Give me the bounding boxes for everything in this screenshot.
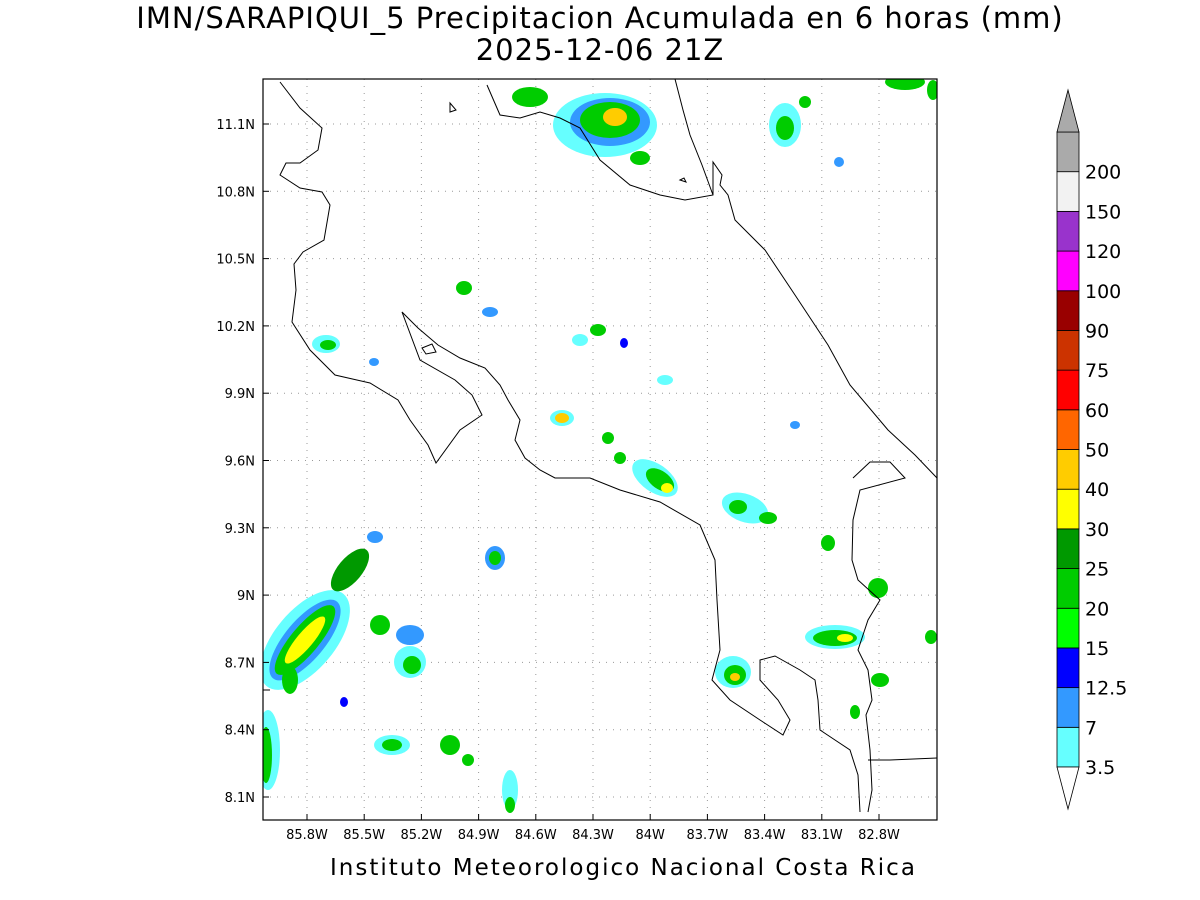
colorbar-label: 50 [1085, 440, 1109, 462]
colorbar-swatch [1056, 330, 1080, 371]
x-tick-label: 83.4W [744, 828, 786, 843]
x-tick-label: 82.8W [858, 828, 900, 843]
precipitation-field [263, 79, 937, 813]
title-line-2: 2025-12-06 21Z [475, 33, 725, 67]
x-tick-label: 84.9W [458, 828, 500, 843]
chart-title: IMN/SARAPIQUI_5 Precipitacion Acumulada … [0, 2, 1200, 66]
coastline-borders [263, 79, 937, 813]
x-axis: 85.8W 85.5W 85.2W 84.9W 84.6W 84.3W 84W 83.7W 83… [286, 814, 900, 843]
colorbar-swatch [1056, 687, 1080, 728]
rain-cluster [340, 531, 518, 813]
colorbar-swatch [1056, 409, 1080, 450]
colorbar-swatch [1056, 647, 1080, 689]
map-gridlines [263, 79, 937, 820]
colorbar-swatch [1056, 528, 1080, 569]
x-tick-label: 84.3W [572, 828, 614, 843]
y-tick-label: 8.1N [225, 791, 255, 806]
colorbar-swatch [1056, 369, 1080, 411]
colorbar-label: 15 [1085, 638, 1109, 660]
colorbar-swatch [1056, 568, 1080, 609]
colorbar-label: 20 [1085, 598, 1109, 620]
y-tick-label: 8.7N [225, 656, 255, 671]
y-tick-label: 9.6N [225, 455, 255, 470]
colorbar-label: 12.5 [1085, 678, 1127, 700]
y-tick-label: 9.9N [225, 387, 255, 402]
y-tick-label: 11.1N [216, 118, 255, 133]
colorbar-label: 200 [1085, 162, 1121, 184]
y-tick-label: 10.5N [216, 253, 255, 268]
y-tick-label: 8.4N [225, 724, 255, 739]
y-tick-label: 9N [237, 589, 255, 604]
y-tick-label: 10.8N [216, 185, 255, 200]
y-tick-label: 9.3N [225, 522, 255, 537]
map-frame [262, 78, 938, 821]
colorbar-label: 100 [1085, 281, 1121, 303]
footer-credit: Instituto Meteorologico Nacional Costa R… [330, 855, 917, 881]
rain-cluster [263, 548, 370, 690]
colorbar-swatch [1056, 607, 1080, 649]
colorbar-swatch [1056, 131, 1080, 173]
colorbar-swatch [1056, 250, 1080, 292]
x-tick-label: 84.6W [515, 828, 557, 843]
y-tick-label: 10.2N [216, 320, 255, 335]
colorbar-swatch [1056, 290, 1080, 331]
colorbar-swatch [1056, 210, 1080, 252]
rain-cluster [312, 281, 628, 426]
colorbar-swatch [1056, 449, 1080, 490]
colorbar-swatch [1056, 171, 1080, 212]
colorbar-swatch [1056, 726, 1080, 768]
colorbar: 3.5 7 12.5 15 20 25 30 40 50 60 75 90 100 120 150 200 [1056, 88, 1127, 811]
colorbar-label: 60 [1085, 400, 1109, 422]
x-tick-label: 84W [635, 828, 665, 843]
title-line-1: IMN/SARAPIQUI_5 Precipitacion Acumulada … [136, 1, 1064, 35]
colorbar-label: 3.5 [1085, 757, 1115, 779]
x-tick-label: 85.2W [400, 828, 442, 843]
rain-cluster [512, 79, 937, 167]
colorbar-label: 75 [1085, 360, 1109, 382]
colorbar-swatch [1056, 488, 1080, 530]
colorbar-label: 40 [1085, 479, 1109, 501]
colorbar-bottom-arrow [1056, 766, 1080, 811]
colorbar-label: 7 [1085, 717, 1097, 739]
x-tick-label: 85.5W [343, 828, 385, 843]
colorbar-label: 90 [1085, 320, 1109, 342]
colorbar-label: 150 [1085, 201, 1121, 223]
x-tick-label: 83.7W [686, 828, 728, 843]
colorbar-label: 25 [1085, 559, 1109, 581]
rain-cluster [715, 578, 937, 719]
x-tick-label: 83.1W [801, 828, 843, 843]
colorbar-label: 30 [1085, 519, 1109, 541]
x-tick-label: 85.8W [286, 828, 328, 843]
rain-cluster [602, 375, 835, 551]
colorbar-label: 120 [1085, 241, 1121, 263]
colorbar-top-arrow [1056, 88, 1080, 133]
y-axis: 11.1N 10.8N 10.5N 10.2N 9.9N 9.6N 9.3N 9N 8.7N 8.… [216, 118, 269, 806]
